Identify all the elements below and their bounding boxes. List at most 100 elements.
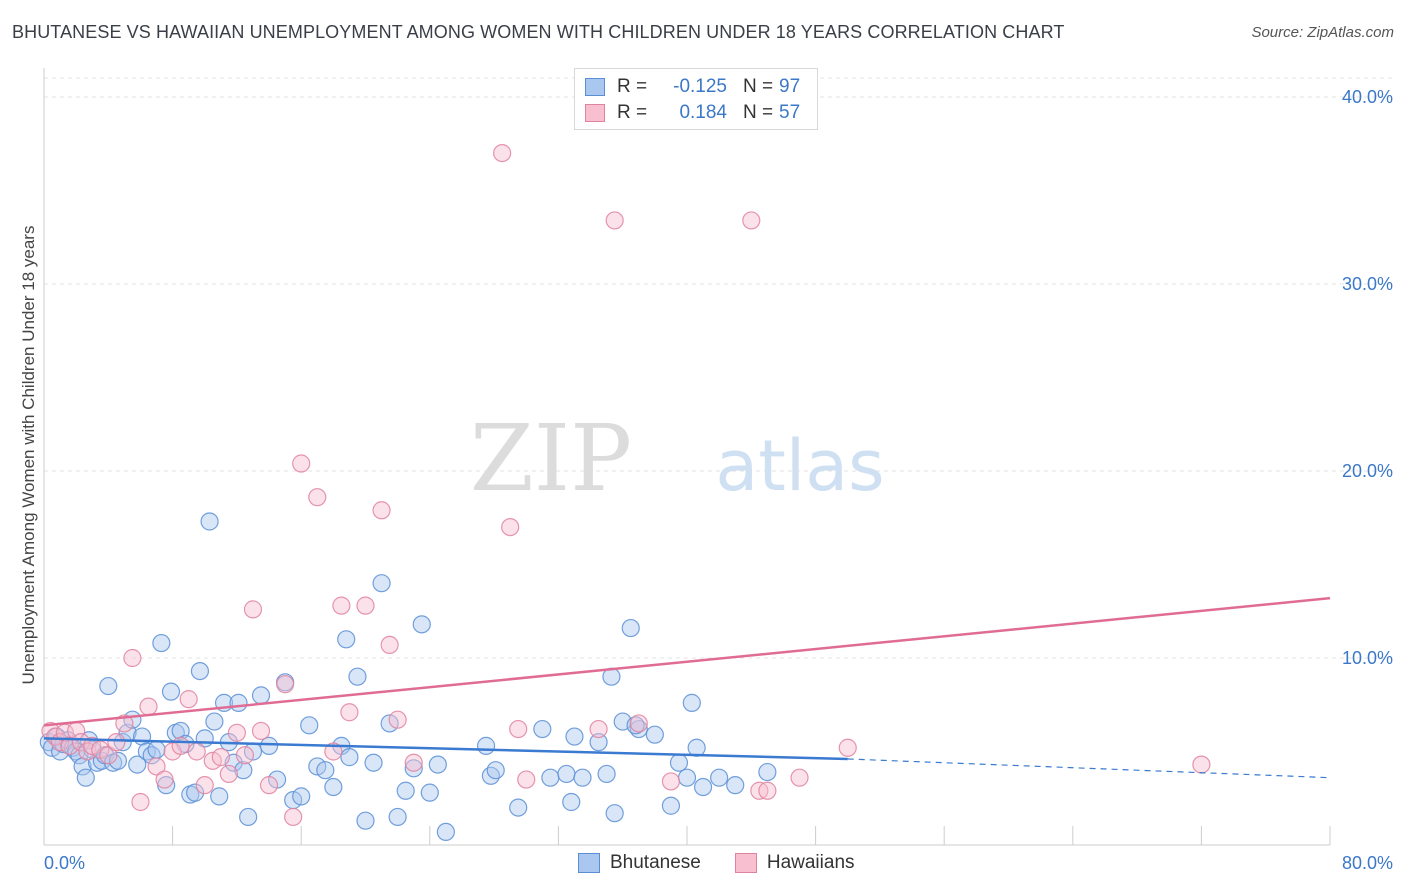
bhutanese-point — [251, 686, 271, 705]
hawaiians-point — [380, 635, 399, 655]
watermark-zip: ZIP — [470, 405, 632, 512]
hawaiians-point — [243, 600, 263, 619]
source-label: Source: ZipAtlas.com — [1251, 24, 1394, 41]
correlation-legend: R = -0.125 N = 97 R = 0.184 N = 57 — [574, 68, 818, 130]
tick-labels: 10.0% 20.0% 30.0% 40.0% 0.0% 80.0% — [44, 87, 1393, 873]
hawaiians-point — [195, 776, 214, 795]
y-tick-label: 30.0% — [1342, 274, 1393, 294]
hawaiians-point — [292, 454, 311, 473]
bhutanese-point — [645, 725, 664, 744]
hawaiians-point — [308, 488, 327, 507]
bhutanese-point — [541, 768, 560, 787]
bhutanese-point — [589, 733, 608, 752]
hawaiians-point — [332, 596, 351, 615]
bhutanese-point — [372, 574, 391, 593]
bhutanese-point — [348, 667, 367, 686]
hawaiians-point — [251, 721, 271, 741]
r-label: R = — [617, 76, 648, 97]
legend-item-hawaiians[interactable]: Hawaiians — [734, 852, 855, 874]
bhutanese-point — [186, 783, 205, 802]
watermark: ZIP atlas — [470, 405, 885, 512]
hawaiians-trend-line — [43, 596, 1331, 727]
bhutanese-point — [364, 753, 383, 772]
legend-item-bhutanese[interactable]: Bhutanese — [578, 852, 701, 874]
n-value-hawaiians: 57 — [779, 102, 801, 123]
bhutanese-point — [234, 761, 253, 780]
hawaiians-point — [99, 746, 118, 765]
hawaiians-point — [629, 714, 648, 733]
hawaiians-point — [1192, 755, 1211, 774]
hawaiians-point — [661, 772, 681, 791]
legend-label-hawaiians: Hawaiians — [766, 852, 855, 873]
bhutanese-point — [562, 792, 581, 812]
r-value-bhutanese: -0.125 — [673, 76, 727, 97]
bhutanese-point — [324, 777, 343, 797]
bhutanese-point — [161, 682, 181, 701]
hawaiians-point — [790, 768, 809, 787]
gridlines — [44, 77, 1392, 659]
bhutanese-point — [509, 798, 528, 817]
hawaiians-point — [115, 714, 134, 733]
hawaiians-point — [509, 719, 528, 739]
bhutanese-point — [356, 811, 375, 830]
bhutanese-point — [316, 761, 335, 780]
bhutanese-point — [259, 736, 279, 755]
bhutanese-point — [340, 748, 359, 767]
bhutanese-point — [726, 776, 745, 795]
hawaiians-point — [171, 736, 190, 755]
hawaiians-point — [838, 738, 857, 757]
hawaiians-point — [404, 753, 423, 772]
hawaiians-point — [155, 770, 174, 789]
bhutanese-point — [210, 787, 229, 806]
bhutanese-point — [661, 796, 681, 815]
bhutanese-point — [200, 512, 219, 531]
n-label: N = — [743, 76, 774, 97]
r-value-hawaiians: 0.184 — [679, 102, 727, 123]
bhutanese-point — [205, 712, 224, 731]
bhutanese-point — [404, 759, 423, 778]
legend-row-hawaiians: R = 0.184 N = 57 — [585, 100, 800, 126]
watermark-atlas: atlas — [715, 425, 884, 507]
bhutanese-point — [557, 764, 576, 784]
y-tick-label: 40.0% — [1342, 87, 1393, 107]
bhutanese-point — [533, 719, 552, 739]
bhutanese-point — [573, 768, 592, 787]
bhutanese-point — [300, 716, 319, 735]
bhutanese-point — [113, 733, 132, 752]
bhutanese-point — [476, 736, 496, 755]
bhutanese-point — [436, 822, 455, 842]
n-label: N = — [743, 102, 774, 123]
bhutanese-point — [229, 693, 248, 712]
x-tick-label-max: 80.0% — [1342, 853, 1393, 873]
hawaiians-point — [60, 736, 79, 755]
hawaiians-point — [211, 748, 230, 767]
bhutanese-point — [292, 787, 311, 806]
hawaiians-point — [147, 757, 166, 776]
bhutanese-point — [396, 781, 415, 800]
bhutanese-point — [682, 693, 701, 712]
bhutanese-swatch — [585, 78, 605, 96]
series-legend: Bhutanese Hawaiians — [578, 852, 889, 874]
y-tick-label: 10.0% — [1342, 648, 1393, 668]
hawaiians-point — [372, 501, 391, 520]
hawaiians-point — [284, 807, 303, 827]
bhutanese-point — [605, 804, 624, 823]
hawaiians-point — [276, 675, 295, 694]
hawaiians-point — [493, 144, 512, 163]
hawaiians-point — [123, 648, 142, 668]
bhutanese-point — [76, 768, 95, 787]
bhutanese-point — [758, 762, 777, 782]
hawaiians-point — [179, 690, 198, 709]
bhutanese-point — [687, 738, 706, 757]
bhutanese-point — [99, 676, 118, 696]
hawaiians-legend-swatch — [734, 853, 757, 873]
hawaiians-point — [187, 742, 206, 761]
hawaiians-point — [219, 764, 238, 784]
r-label: R = — [617, 102, 648, 123]
bhutanese-point — [669, 753, 689, 772]
bhutanese-point — [147, 740, 166, 759]
bhutanese-point — [597, 764, 616, 784]
bhutanese-point — [565, 727, 584, 746]
trend-lines — [43, 596, 1331, 779]
